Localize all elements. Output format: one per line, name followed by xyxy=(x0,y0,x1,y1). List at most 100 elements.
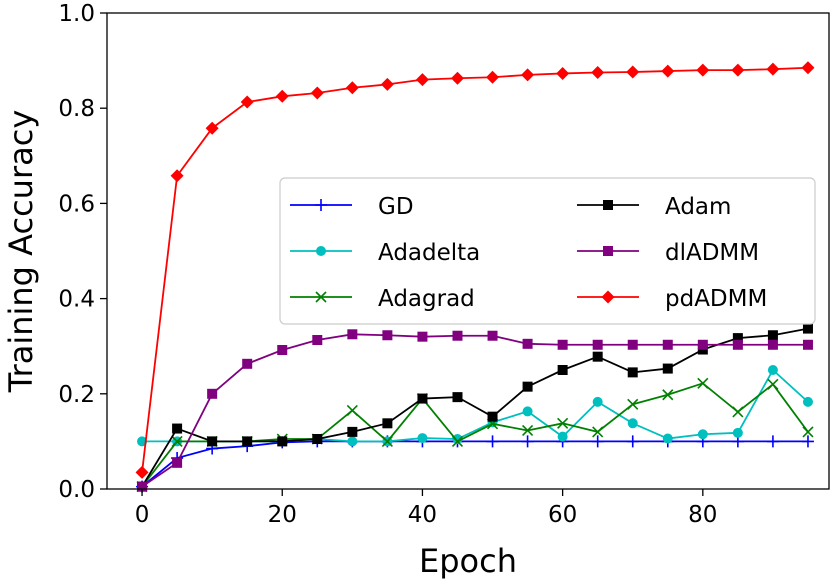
dladmm-point-50 xyxy=(487,330,498,341)
legend-entry-dladmm: dlADMM xyxy=(577,240,759,266)
legend-marker-pdadmm xyxy=(601,290,615,304)
pdadmm-point-75 xyxy=(661,64,675,78)
dladmm-point-65 xyxy=(592,339,603,350)
adam-point-10 xyxy=(207,436,218,447)
legend-entry-pdadmm: pdADMM xyxy=(577,286,767,312)
pdadmm-point-80 xyxy=(696,63,710,77)
adagrad-point-30 xyxy=(346,404,358,417)
adagrad-point-45 xyxy=(451,435,464,447)
series-line-adam xyxy=(141,327,809,488)
adadelta-point-75 xyxy=(662,433,673,444)
series-line-gd xyxy=(141,440,808,488)
pdadmm-point-70 xyxy=(626,65,640,79)
adam-point-35 xyxy=(382,418,393,429)
adam-point-90 xyxy=(767,330,778,341)
pdadmm-point-35 xyxy=(380,77,394,91)
series-line-adadelta xyxy=(142,368,809,443)
x-axis: 0 20 40 60 80 xyxy=(135,489,717,528)
gd-point-90 xyxy=(766,435,779,448)
adagrad-point-35 xyxy=(381,435,393,447)
pdadmm-point-10 xyxy=(205,121,219,135)
dladmm-point-60 xyxy=(557,339,568,350)
legend-label-adagrad: Adagrad xyxy=(378,286,475,312)
adadelta-point-70 xyxy=(627,418,638,429)
adagrad-point-5 xyxy=(171,435,183,447)
legend-label-pdadmm: pdADMM xyxy=(665,286,767,312)
adadelta-point-55 xyxy=(522,406,533,417)
y-tick-label: 0.4 xyxy=(58,287,95,313)
x-tick-label: 80 xyxy=(688,502,717,528)
pdadmm-point-65 xyxy=(591,66,605,79)
dladmm-point-45 xyxy=(452,330,463,341)
dladmm-point-70 xyxy=(627,339,638,350)
dladmm-point-35 xyxy=(382,330,393,341)
dladmm-point-75 xyxy=(662,339,673,350)
legend-marker-gd xyxy=(315,199,327,211)
legend-box xyxy=(279,177,816,325)
pdadmm-point-15 xyxy=(240,95,254,109)
series-dladmm xyxy=(137,329,813,492)
legend-marker-adagrad xyxy=(315,291,327,303)
adam-point-15 xyxy=(242,436,253,447)
legend-marker-adadelta xyxy=(316,246,326,256)
y-axis: 0.0 0.2 0.4 0.6 0.8 1.0 xyxy=(58,1,107,503)
x-tick-label: 40 xyxy=(408,502,437,528)
dladmm-point-20 xyxy=(277,345,288,356)
adam-point-50 xyxy=(487,411,498,422)
adam-point-5 xyxy=(172,423,183,434)
legend-entry-adagrad: Adagrad xyxy=(290,286,475,312)
series-adagrad xyxy=(136,377,814,493)
adagrad-point-80 xyxy=(697,377,709,389)
legend-label-adadelta: Adadelta xyxy=(378,240,480,266)
adagrad-point-65 xyxy=(592,426,604,438)
adadelta-point-65 xyxy=(592,396,603,407)
series-pdadmm xyxy=(135,61,815,479)
y-tick-label: 1.0 xyxy=(58,1,95,27)
pdadmm-point-85 xyxy=(731,63,745,77)
adadelta-point-85 xyxy=(732,427,743,438)
adagrad-point-90 xyxy=(767,378,779,390)
adam-point-20 xyxy=(277,436,288,447)
y-tick-label: 0.8 xyxy=(58,96,95,122)
adadelta-point-45 xyxy=(452,434,463,445)
x-axis-label: Epoch xyxy=(419,542,517,580)
series-gd xyxy=(136,435,814,493)
series-adadelta xyxy=(137,365,813,447)
x-tick-label: 20 xyxy=(268,502,297,528)
x-tick-label: 60 xyxy=(548,502,577,528)
adam-point-60 xyxy=(557,365,568,375)
dladmm-point-10 xyxy=(207,388,218,399)
pdadmm-point-5 xyxy=(170,169,184,183)
dladmm-point-0 xyxy=(137,481,148,492)
legend-label-gd: GD xyxy=(378,194,414,220)
adam-point-95 xyxy=(802,323,813,334)
adam-point-45 xyxy=(452,392,463,403)
legend-marker-dladmm xyxy=(603,246,613,256)
adagrad-point-60 xyxy=(557,417,569,429)
adadelta-point-90 xyxy=(767,365,778,375)
series-layer xyxy=(135,61,815,493)
y-tick-label: 0.0 xyxy=(58,477,95,503)
legend-entry-gd: GD xyxy=(290,194,414,220)
x-tick-label: 0 xyxy=(135,502,150,528)
y-tick-label: 0.6 xyxy=(58,191,95,217)
adadelta-point-95 xyxy=(802,396,813,407)
adadelta-point-30 xyxy=(347,436,358,447)
dladmm-point-15 xyxy=(242,358,253,369)
pdadmm-point-30 xyxy=(345,81,359,95)
series-adam xyxy=(137,323,813,492)
adagrad-point-85 xyxy=(732,406,744,418)
gd-point-65 xyxy=(591,435,604,448)
dladmm-point-5 xyxy=(172,457,183,468)
adam-point-40 xyxy=(417,393,428,404)
pdadmm-point-60 xyxy=(556,66,570,80)
adam-point-55 xyxy=(522,381,533,392)
pdadmm-point-20 xyxy=(275,89,289,103)
adam-point-85 xyxy=(732,333,743,344)
adadelta-point-80 xyxy=(697,429,708,440)
pdadmm-point-90 xyxy=(766,62,780,76)
legend-label-dladmm: dlADMM xyxy=(665,240,759,266)
gd-point-95 xyxy=(801,435,814,448)
legend-entry-adadelta: Adadelta xyxy=(290,240,480,266)
adagrad-point-75 xyxy=(662,389,674,401)
